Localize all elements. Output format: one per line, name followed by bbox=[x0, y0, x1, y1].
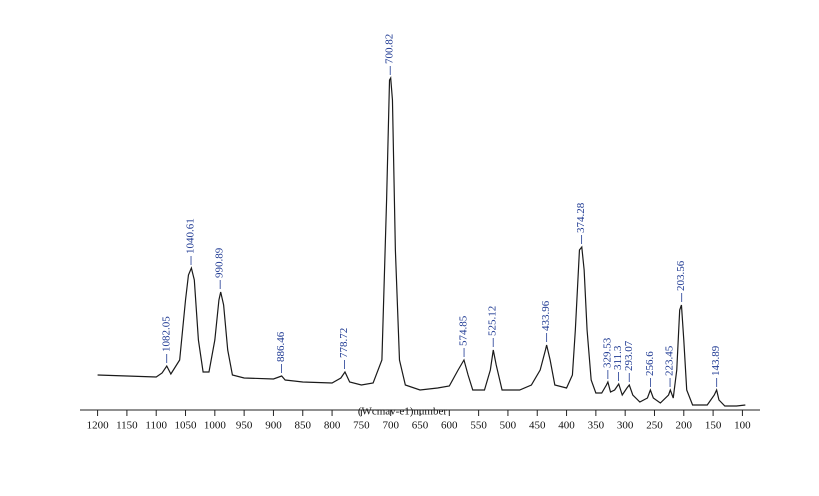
x-tick-label: 1200 bbox=[87, 420, 110, 432]
x-tick-label: 1000 bbox=[204, 420, 227, 432]
x-tick-label: 400 bbox=[558, 420, 575, 432]
spectrum-line bbox=[97, 76, 746, 407]
peak-label: 203.56 bbox=[675, 260, 687, 291]
x-axis-label: (Wcmav-e1)number bbox=[358, 406, 448, 418]
peak-label: 778.72 bbox=[338, 328, 350, 358]
x-tick-label: 100 bbox=[734, 420, 751, 432]
peak-label: 1082.05 bbox=[160, 316, 172, 352]
x-tick-label: 550 bbox=[470, 420, 487, 432]
peak-label: 574.85 bbox=[458, 315, 470, 346]
peak-label: 886.46 bbox=[275, 331, 287, 362]
x-tick-label: 1050 bbox=[175, 420, 198, 432]
x-tick-label: 900 bbox=[265, 420, 282, 432]
peak-label: 256.6 bbox=[644, 351, 656, 376]
x-tick-label: 650 bbox=[412, 420, 429, 432]
peak-label: 1040.61 bbox=[185, 218, 197, 254]
x-tick-label: 600 bbox=[441, 420, 458, 432]
x-tick-label: 350 bbox=[588, 420, 605, 432]
x-tick-label: 700 bbox=[382, 420, 399, 432]
x-tick-label: 950 bbox=[236, 420, 253, 432]
x-tick-label: 800 bbox=[324, 420, 341, 432]
x-tick-label: 750 bbox=[353, 420, 370, 432]
x-tick-label: 150 bbox=[705, 420, 722, 432]
peak-label: 700.82 bbox=[384, 34, 396, 64]
peak-label: 293.07 bbox=[623, 340, 635, 371]
peak-label: 223.45 bbox=[664, 345, 676, 376]
x-tick-label: 300 bbox=[617, 420, 634, 432]
peak-label: 374.28 bbox=[575, 202, 587, 233]
peak-label: 311.3 bbox=[612, 345, 624, 370]
x-tick-label: 1150 bbox=[116, 420, 138, 432]
x-tick-label: 850 bbox=[295, 420, 312, 432]
peak-label: 433.96 bbox=[540, 300, 552, 331]
peak-label: 525.12 bbox=[487, 306, 499, 336]
x-tick-label: 500 bbox=[500, 420, 517, 432]
peak-label: 329.53 bbox=[601, 337, 613, 368]
x-tick-label: 450 bbox=[529, 420, 546, 432]
x-tick-label: 200 bbox=[676, 420, 693, 432]
peak-label: 990.89 bbox=[214, 247, 226, 278]
peak-label: 143.89 bbox=[710, 345, 722, 376]
x-tick-label: 1100 bbox=[145, 420, 167, 432]
x-tick-label: 250 bbox=[646, 420, 663, 432]
